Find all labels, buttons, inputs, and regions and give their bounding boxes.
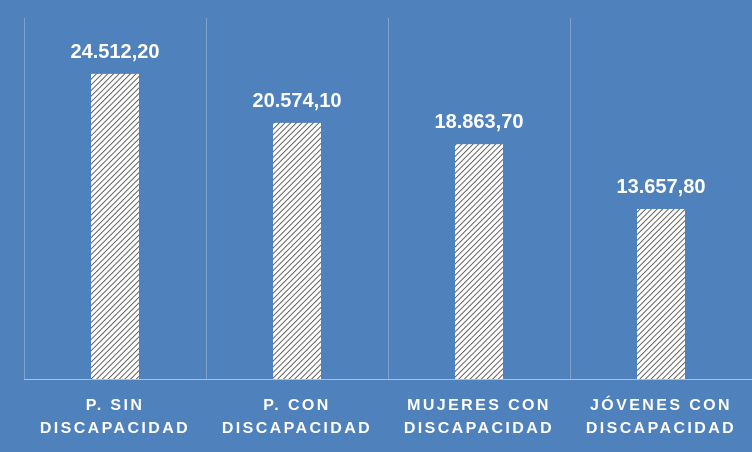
category-label-1-line-2: DISCAPACIDAD (222, 420, 372, 437)
gridlines (24, 18, 752, 380)
category-label-2-line-1: MUJERES CON (407, 397, 551, 414)
category-label-0-line-2: DISCAPACIDAD (40, 420, 190, 437)
bar-2 (455, 144, 503, 379)
bar-0 (91, 73, 139, 380)
category-label-0-line-1: P. SIN (86, 397, 145, 414)
category-label-3-line-2: DISCAPACIDAD (586, 420, 736, 437)
bars (91, 73, 685, 380)
bar-3 (637, 208, 685, 379)
data-labels: 24.512,20 20.574,10 18.863,70 13.657,80 (71, 41, 706, 198)
data-label-0: 24.512,20 (71, 41, 160, 63)
category-label-2-line-2: DISCAPACIDAD (404, 420, 554, 437)
category-label-1-line-1: P. CON (263, 397, 330, 414)
data-label-3: 13.657,80 (617, 176, 706, 198)
category-label-3-line-1: JÓVENES CON (590, 395, 732, 414)
data-label-2: 18.863,70 (435, 111, 524, 133)
category-labels: P. SIN DISCAPACIDAD P. CON DISCAPACIDAD MUJE… (40, 395, 736, 437)
data-label-1: 20.574,10 (253, 90, 342, 112)
bar-1 (273, 122, 321, 379)
